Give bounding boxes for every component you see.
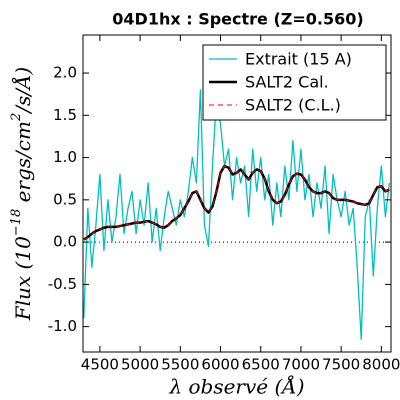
y-tick-label: -1.0 <box>48 317 77 335</box>
y-axis-label-part: −18 <box>9 209 24 236</box>
plot-frame <box>82 34 392 353</box>
x-axis-label: λ observé (Å) <box>168 374 304 399</box>
y-tick-label: 2.0 <box>53 64 77 82</box>
y-tick-label: 0.0 <box>53 233 77 251</box>
y-axis-label-part: ergs/cm <box>11 121 35 209</box>
legend-box <box>202 44 387 121</box>
x-tick-label: 4500 <box>81 356 119 374</box>
y-axis-label-part: Flux (10 <box>11 236 35 321</box>
x-tick-label: 6500 <box>242 356 280 374</box>
chart-title: 04D1hx : Spectre (Z=0.560) <box>112 10 363 29</box>
legend-label: Extrait (15 A) <box>245 50 352 69</box>
y-tick-label: -0.5 <box>48 275 77 293</box>
x-tick-label: 8000 <box>362 356 400 374</box>
y-tick-label: 1.0 <box>53 148 77 166</box>
x-tick-label: 5000 <box>121 356 159 374</box>
x-tick-label: 5500 <box>161 356 199 374</box>
y-axis-label: Flux (10−18 ergs/cm2/s/Å) <box>9 67 35 322</box>
series-line <box>83 89 391 340</box>
legend-label: SALT2 (C.L.) <box>245 96 341 115</box>
x-tick-label: 7500 <box>322 356 360 374</box>
y-axis-label-part: /s/Å) <box>10 67 35 115</box>
y-axis-label-part: 2 <box>9 113 24 122</box>
legend-label: SALT2 Cal. <box>245 73 329 92</box>
series-line <box>83 165 390 240</box>
x-tick-label: 6000 <box>201 356 239 374</box>
y-tick-label: 1.5 <box>53 106 77 124</box>
y-tick-label: 0.5 <box>53 190 77 208</box>
x-tick-label: 7000 <box>282 356 320 374</box>
